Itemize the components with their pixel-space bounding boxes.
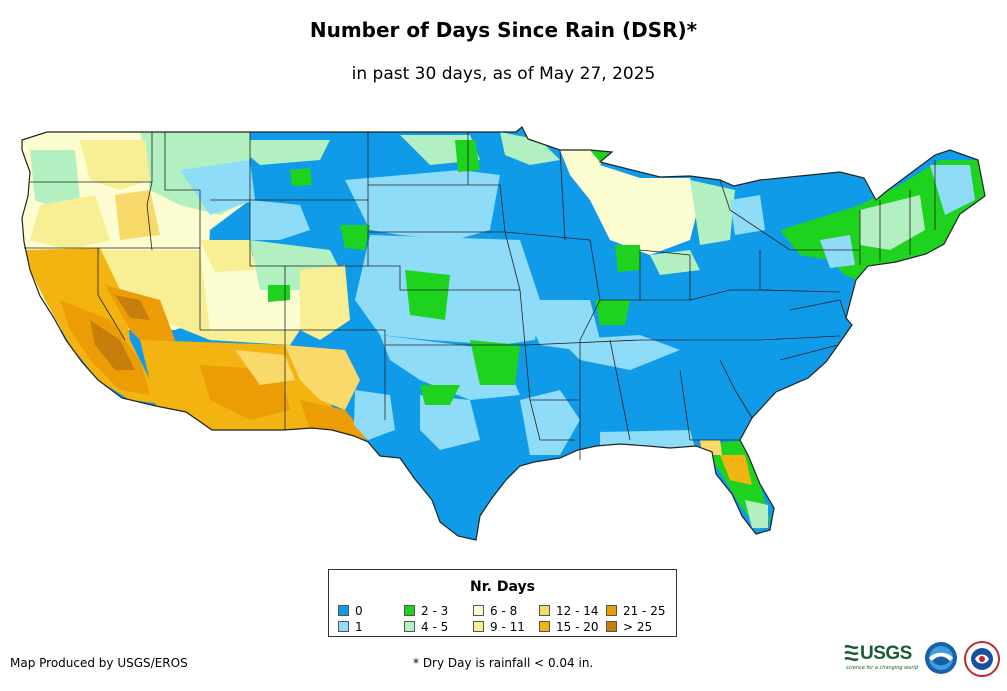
legend-label-5: 9 - 11 [490, 620, 525, 634]
legend-swatch-8 [606, 605, 617, 616]
legend-label-3: 4 - 5 [421, 620, 449, 634]
legend-swatch-7 [539, 621, 550, 632]
us-dsr-map [21, 126, 986, 541]
usgs-wordmark: USGS [860, 643, 912, 664]
legend-label-4: 6 - 8 [490, 604, 518, 618]
legend-swatch-3 [404, 621, 415, 632]
usgs-tagline: science for a changing world [846, 665, 918, 671]
legend-swatch-6 [539, 605, 550, 616]
legend-swatch-9 [606, 621, 617, 632]
legend-label-8: 21 - 25 [623, 604, 666, 618]
nws-logo [964, 641, 1000, 677]
legend-swatch-5 [473, 621, 484, 632]
legend-label-1: 1 [355, 620, 363, 634]
legend-label-9: > 25 [623, 620, 653, 634]
map-title: Number of Days Since Rain (DSR)* [309, 18, 698, 42]
legend-label-7: 15 - 20 [556, 620, 599, 634]
legend-swatch-4 [473, 605, 484, 616]
legend-swatch-1 [338, 621, 349, 632]
map-subtitle: in past 30 days, as of May 27, 2025 [351, 64, 656, 84]
legend-swatch-0 [338, 605, 349, 616]
legend-title: Nr. Days [470, 579, 535, 595]
usgs-logo [844, 644, 859, 662]
legend-swatch-2 [404, 605, 415, 616]
footnote-text: * Dry Day is rainfall < 0.04 in. [413, 656, 594, 670]
legend-label-0: 0 [355, 604, 363, 618]
legend: Nr. Days 0 1 2 - 3 4 - 5 6 - 8 9 - 11 12… [328, 569, 677, 637]
credit-text: Map Produced by USGS/EROS [10, 656, 188, 670]
noaa-logo [925, 642, 957, 674]
legend-label-2: 2 - 3 [421, 604, 449, 618]
legend-label-6: 12 - 14 [556, 604, 599, 618]
